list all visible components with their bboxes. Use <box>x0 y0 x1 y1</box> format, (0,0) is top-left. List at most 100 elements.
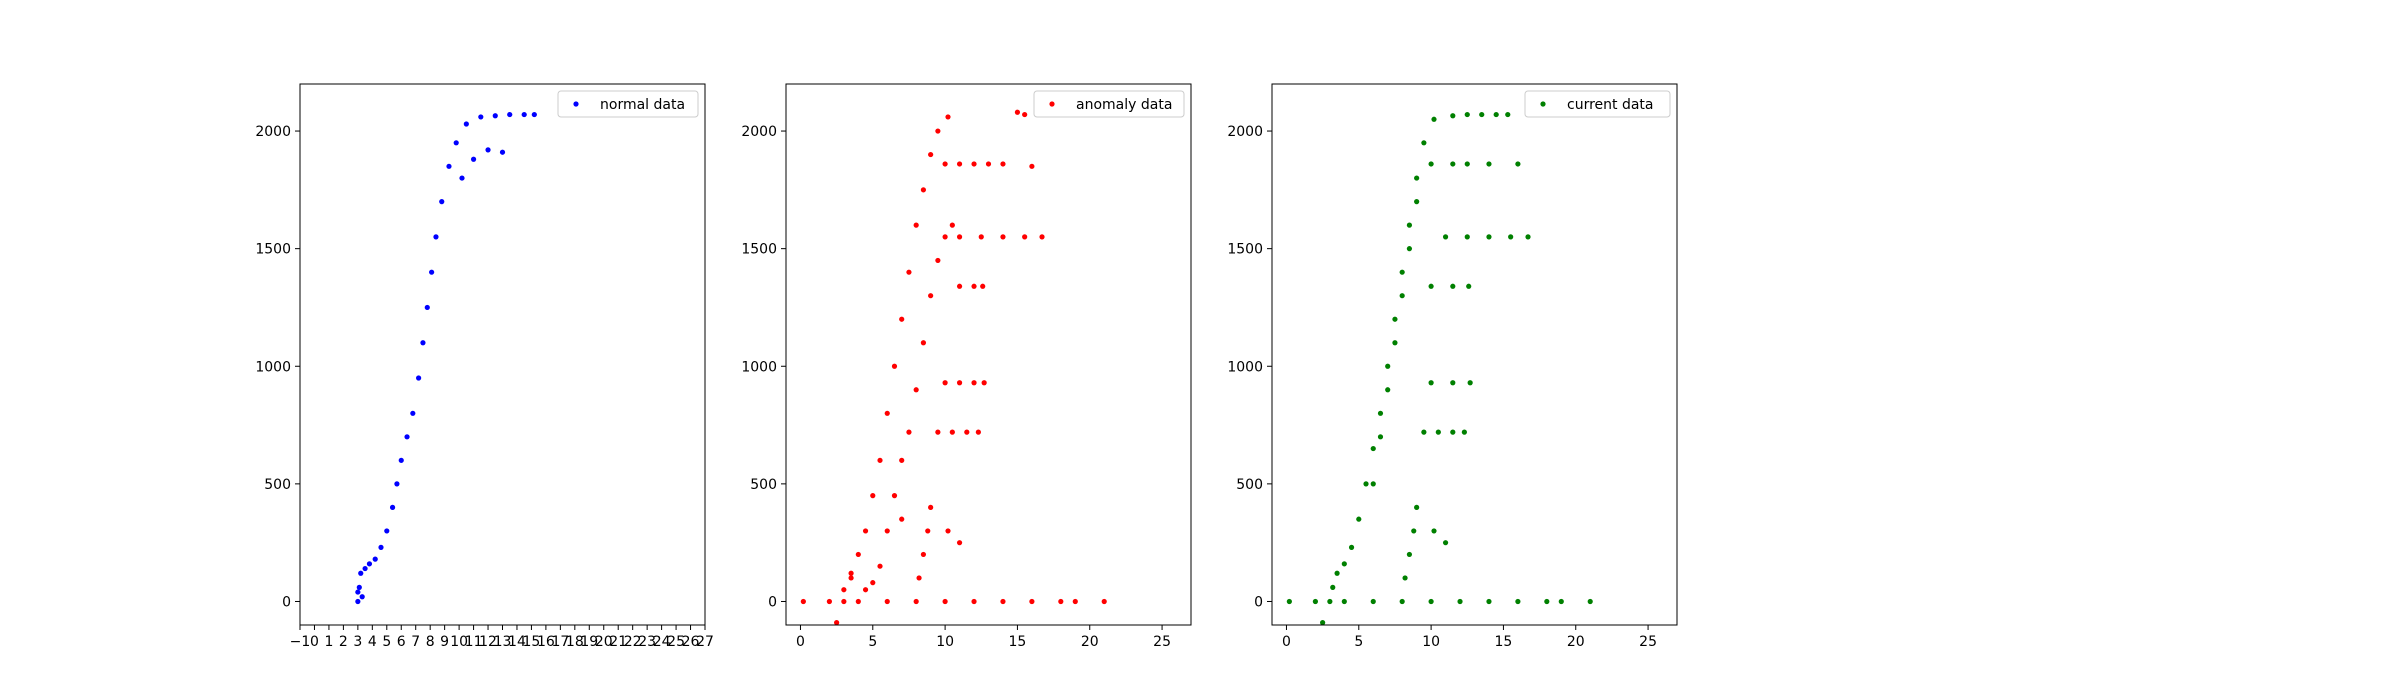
data-point <box>942 598 948 605</box>
data-point <box>1461 429 1467 435</box>
data-point <box>971 380 977 386</box>
data-point <box>956 234 963 240</box>
y-tick-label: 1000 <box>1227 359 1263 375</box>
data-point <box>913 222 919 228</box>
data-point <box>956 540 963 546</box>
x-tick-label: 13 <box>494 634 512 650</box>
data-point <box>1392 340 1398 346</box>
data-point <box>358 570 364 576</box>
data-point <box>1022 234 1028 240</box>
data-point <box>884 528 890 534</box>
data-point <box>971 161 977 167</box>
data-point <box>1341 598 1347 605</box>
data-point <box>956 380 963 386</box>
data-point <box>1029 598 1035 605</box>
data-point <box>1029 163 1035 169</box>
plot-frame <box>785 83 1192 626</box>
data-point <box>1428 380 1434 386</box>
data-point <box>1525 234 1531 240</box>
data-point <box>398 457 404 463</box>
data-point <box>356 584 362 590</box>
x-tick-label: 20 <box>595 634 613 650</box>
data-point <box>1000 234 1006 240</box>
data-point <box>384 528 390 534</box>
x-tick-label: 20 <box>1081 634 1099 650</box>
data-point <box>433 234 439 240</box>
data-point <box>1399 293 1405 299</box>
data-point <box>899 457 905 463</box>
x-tick-label: 26 <box>682 634 700 650</box>
data-point <box>1377 410 1384 416</box>
x-tick-label: 15 <box>523 634 541 650</box>
x-tick-label: 15 <box>1009 634 1027 650</box>
data-point <box>956 283 963 289</box>
legend-marker <box>1540 101 1546 107</box>
data-point <box>1464 161 1470 167</box>
x-tick-label: 3 <box>353 634 362 650</box>
data-point <box>935 429 941 435</box>
data-point <box>1479 111 1485 118</box>
data-point <box>1450 161 1456 167</box>
data-point <box>935 128 941 134</box>
y-tick-label: 2000 <box>255 124 291 140</box>
y-tick-label: 0 <box>282 594 291 610</box>
data-point <box>463 121 469 127</box>
x-tick-label: 6 <box>397 634 406 650</box>
data-point <box>1402 575 1408 581</box>
x-tick-label: 27 <box>696 634 714 650</box>
data-point <box>928 151 934 158</box>
data-point <box>848 575 854 581</box>
data-point <box>945 114 951 120</box>
data-point <box>1348 544 1355 550</box>
data-point <box>848 570 854 576</box>
data-point <box>899 316 905 322</box>
data-point <box>1421 429 1427 435</box>
data-point <box>1406 551 1413 558</box>
x-tick-label: 20 <box>1567 634 1585 650</box>
data-point <box>389 504 396 510</box>
data-point <box>980 283 986 289</box>
y-tick-label: 500 <box>264 477 291 493</box>
data-point <box>862 528 869 534</box>
data-point <box>877 457 883 463</box>
data-point <box>492 113 498 119</box>
y-tick-label: 1500 <box>1227 242 1263 258</box>
data-point <box>1000 598 1006 605</box>
data-point <box>870 493 876 499</box>
data-point <box>1101 598 1107 605</box>
subplot-2: 0 5 10 15 20 25 0 500 1000 1500 2000 anomaly data <box>741 83 1192 650</box>
data-point <box>899 516 905 522</box>
x-tick-label: 14 <box>508 634 526 650</box>
x-tick-label: 12 <box>479 634 497 650</box>
x-tick-label: 18 <box>566 634 584 650</box>
data-point <box>884 410 890 416</box>
data-point <box>925 528 931 534</box>
data-point <box>841 587 847 593</box>
legend: anomaly data <box>1033 90 1185 118</box>
data-point <box>1450 113 1456 119</box>
x-tick-label: 19 <box>580 634 598 650</box>
data-point <box>1515 161 1521 167</box>
data-point <box>1312 598 1318 605</box>
data-point <box>1370 445 1376 452</box>
data-point <box>800 598 806 605</box>
data-point <box>913 387 919 393</box>
data-point <box>439 199 445 205</box>
y-tick-label: 500 <box>750 477 777 493</box>
data-point <box>1334 570 1340 576</box>
data-point <box>1392 316 1398 322</box>
data-point <box>429 269 435 275</box>
x-tick-label: 21 <box>609 634 627 650</box>
data-point <box>416 375 422 381</box>
data-point <box>1435 429 1441 435</box>
data-point <box>1508 234 1514 240</box>
data-point <box>1370 598 1376 605</box>
data-point <box>1411 528 1417 534</box>
data-point <box>920 340 927 346</box>
data-point <box>1000 161 1006 167</box>
x-tick-label: 10 <box>936 634 954 650</box>
x-tick-label: 5 <box>868 634 877 650</box>
data-point <box>949 222 955 228</box>
data-point <box>1428 598 1434 605</box>
data-point <box>942 161 948 167</box>
